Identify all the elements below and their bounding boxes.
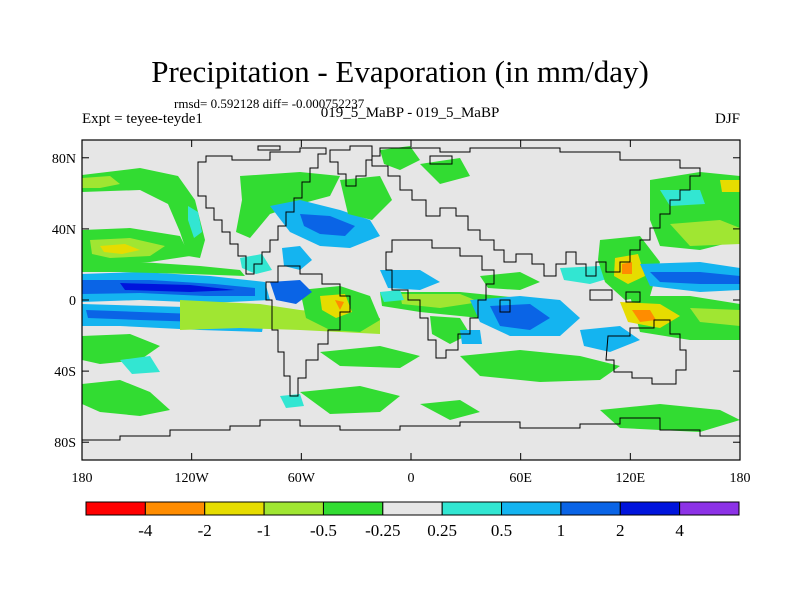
contour-region <box>340 176 392 220</box>
contour-region <box>300 214 355 236</box>
contour-region <box>82 380 170 416</box>
colorbar-swatch <box>619 501 681 516</box>
contour-region <box>82 334 160 364</box>
contour-region <box>380 146 420 170</box>
contour-region <box>280 394 304 408</box>
contour-region <box>460 350 620 382</box>
colorbar-swatch <box>382 501 443 516</box>
colorbar-label: 4 <box>675 521 684 540</box>
season-label: DJF <box>714 111 740 127</box>
colorbar-label: 0.5 <box>491 521 512 540</box>
colorbar-swatch <box>322 501 384 516</box>
lat-tick-label: 0 <box>69 294 76 309</box>
colorbar-swatch <box>263 501 324 516</box>
contour-region <box>100 244 140 254</box>
stats-label: rmsd= 0.592128 diff= -0.000752237 <box>174 96 365 111</box>
colorbar-label: -1 <box>257 521 271 540</box>
coastline-antarctica <box>82 417 740 441</box>
contour-region <box>460 330 482 344</box>
contour-region <box>670 220 740 246</box>
lon-tick-label: 60W <box>288 471 316 486</box>
contour-region <box>720 180 740 192</box>
coastlines <box>82 145 740 441</box>
coastline-eurasia <box>371 147 701 277</box>
contour-region <box>82 262 245 276</box>
lon-tick-label: 120E <box>616 471 646 486</box>
contour-region <box>632 310 656 322</box>
lat-tick-label: 40S <box>54 365 76 380</box>
colorbar-swatch <box>144 501 206 516</box>
lat-tick-label: 80N <box>52 152 76 167</box>
contour-region <box>650 272 740 284</box>
colorbar-label: 2 <box>616 521 625 540</box>
contour-region <box>660 190 705 206</box>
colorbar-label: 0.25 <box>427 521 457 540</box>
contour-region <box>560 266 610 284</box>
contour-region <box>300 386 400 414</box>
colorbar-label: -2 <box>198 521 212 540</box>
coastline-north-america <box>197 147 327 275</box>
lon-tick-label: 0 <box>408 471 415 486</box>
contour-region <box>622 262 632 274</box>
contour-region <box>270 280 312 304</box>
contour-region <box>490 304 550 330</box>
lat-tick-label: 80S <box>54 436 76 451</box>
coastline-maritime-continent <box>499 289 641 313</box>
contour-region <box>188 206 202 238</box>
contour-region <box>690 308 740 326</box>
coastline-australia <box>605 319 687 385</box>
colorbar-swatch <box>441 501 503 516</box>
plot-title: Precipitation - Evaporation (in mm/day) <box>151 54 649 89</box>
lon-tick-label: 60E <box>509 471 532 486</box>
coastline-arctic-islands <box>257 145 453 165</box>
contour-region <box>82 168 205 258</box>
colorbar-swatch <box>501 501 562 516</box>
case-label: 019_5_MaBP - 019_5_MaBP <box>320 105 500 121</box>
contour-region <box>282 246 312 270</box>
contour-region <box>320 346 420 368</box>
lon-tick-label: 180 <box>72 471 93 486</box>
contour-region <box>580 326 640 352</box>
experiment-label: Expt = teyee-teyde1 <box>82 111 203 127</box>
axis-ticks: 80N 40N 0 40S 80S 180 120W 60W 0 60E 120E 180 <box>52 140 751 486</box>
contour-region <box>380 270 440 290</box>
contour-region <box>600 404 740 432</box>
colorbar-swatch <box>85 501 146 516</box>
colorbar-label: -4 <box>138 521 153 540</box>
contour-region <box>430 316 470 344</box>
contour-region <box>335 300 344 310</box>
contour-region <box>120 283 235 292</box>
colorbar-label: 1 <box>557 521 566 540</box>
coastline-africa <box>385 239 495 359</box>
colorbar-label: -0.5 <box>310 521 337 540</box>
contour-region <box>420 400 480 420</box>
contour-region <box>82 176 120 188</box>
contour-region <box>480 272 540 290</box>
lon-tick-label: 180 <box>730 471 751 486</box>
colorbar-swatch <box>204 501 265 516</box>
colorbar-label: -0.25 <box>365 521 400 540</box>
coastline-south-america <box>265 265 351 397</box>
lon-tick-label: 120W <box>175 471 210 486</box>
lat-tick-label: 40N <box>52 223 76 238</box>
colorbar-swatch <box>679 501 740 516</box>
coastline-greenland <box>329 145 373 187</box>
contour-region <box>120 356 160 374</box>
colorbar: -4 -2 -1 -0.5 -0.25 0.25 0.5 1 2 4 <box>85 501 740 540</box>
contour-region <box>380 290 404 302</box>
colorbar-swatch <box>560 501 621 516</box>
